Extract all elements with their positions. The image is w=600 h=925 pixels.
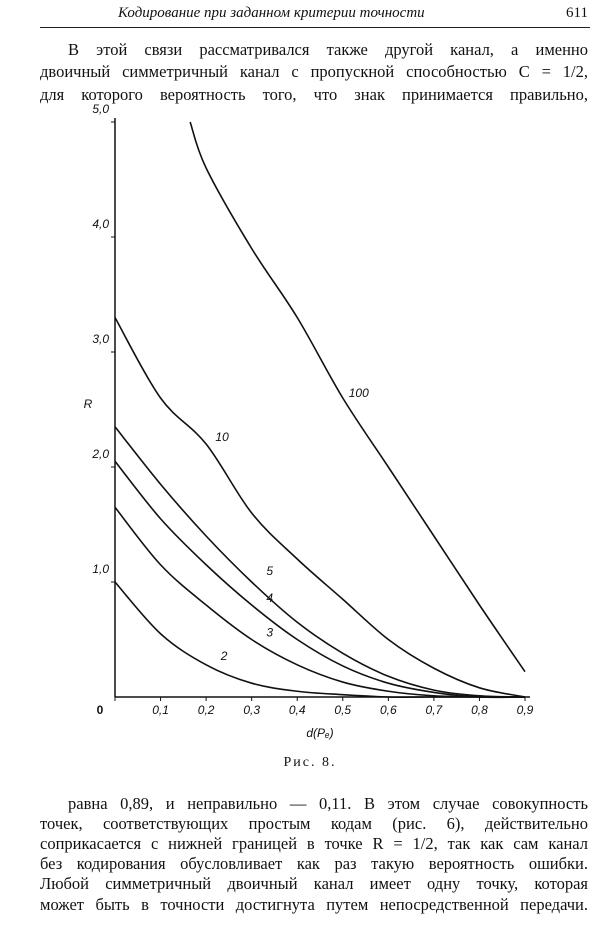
y-tick-label: 2,0 bbox=[91, 447, 109, 461]
text-line: без кодирования обусловливает как раз та… bbox=[40, 854, 588, 873]
curve-label: 2 bbox=[220, 649, 228, 663]
curve bbox=[114, 460, 526, 699]
text-line: двоичный симметричный канал с пропускной… bbox=[40, 62, 588, 81]
curve-label: 100 bbox=[349, 386, 369, 400]
x-tick-label: 0,8 bbox=[471, 703, 488, 717]
y-axis-label: R bbox=[84, 397, 93, 411]
x-tick-label: 0,6 bbox=[380, 703, 397, 717]
x-tick-label: 0,7 bbox=[426, 703, 444, 717]
x-tick-label: 0,1 bbox=[152, 703, 169, 717]
header-rule bbox=[40, 27, 590, 28]
x-tick-label: 0 bbox=[97, 703, 104, 717]
x-tick-label: 0,4 bbox=[289, 703, 306, 717]
y-tick-label: 5,0 bbox=[92, 102, 109, 116]
text-line: точек, соответствующих простым кодам (ри… bbox=[40, 814, 588, 833]
x-tick-label: 0,5 bbox=[334, 703, 351, 717]
running-header: Кодирование при заданном критерии точнос… bbox=[118, 5, 425, 21]
y-tick-label: 1,0 bbox=[92, 562, 109, 576]
text-line: может быть в точности достигнута путем н… bbox=[40, 895, 588, 914]
caption: Рис. 8. bbox=[284, 755, 337, 770]
x-tick-label: 0,3 bbox=[243, 703, 260, 717]
y-tick-label: 4,0 bbox=[92, 217, 109, 231]
curve-label: 3 bbox=[266, 626, 273, 640]
curve-label: 10 bbox=[215, 430, 229, 444]
text-line: Любой симметричный двоичный канал имеет … bbox=[40, 874, 588, 893]
curve-label: 5 bbox=[266, 564, 273, 578]
y-tick-label: 3,0 bbox=[92, 332, 109, 346]
text-line: соприкасается с нижней границей в точке … bbox=[40, 834, 588, 853]
curve bbox=[189, 121, 526, 673]
curve bbox=[114, 426, 526, 698]
curve bbox=[114, 506, 526, 698]
text-line: для которого вероятность того, что знак … bbox=[40, 85, 588, 104]
page-number: 611 bbox=[566, 5, 588, 21]
curve bbox=[114, 317, 526, 698]
x-axis-label: d(Pₑ) bbox=[306, 726, 333, 740]
text-line: равна 0,89, и неправильно — 0,11. В этом… bbox=[68, 794, 588, 813]
x-tick-label: 0,2 bbox=[198, 703, 215, 717]
x-tick-label: 0,9 bbox=[517, 703, 534, 717]
text-line: В этой связи рассматривался также другой… bbox=[68, 40, 588, 59]
